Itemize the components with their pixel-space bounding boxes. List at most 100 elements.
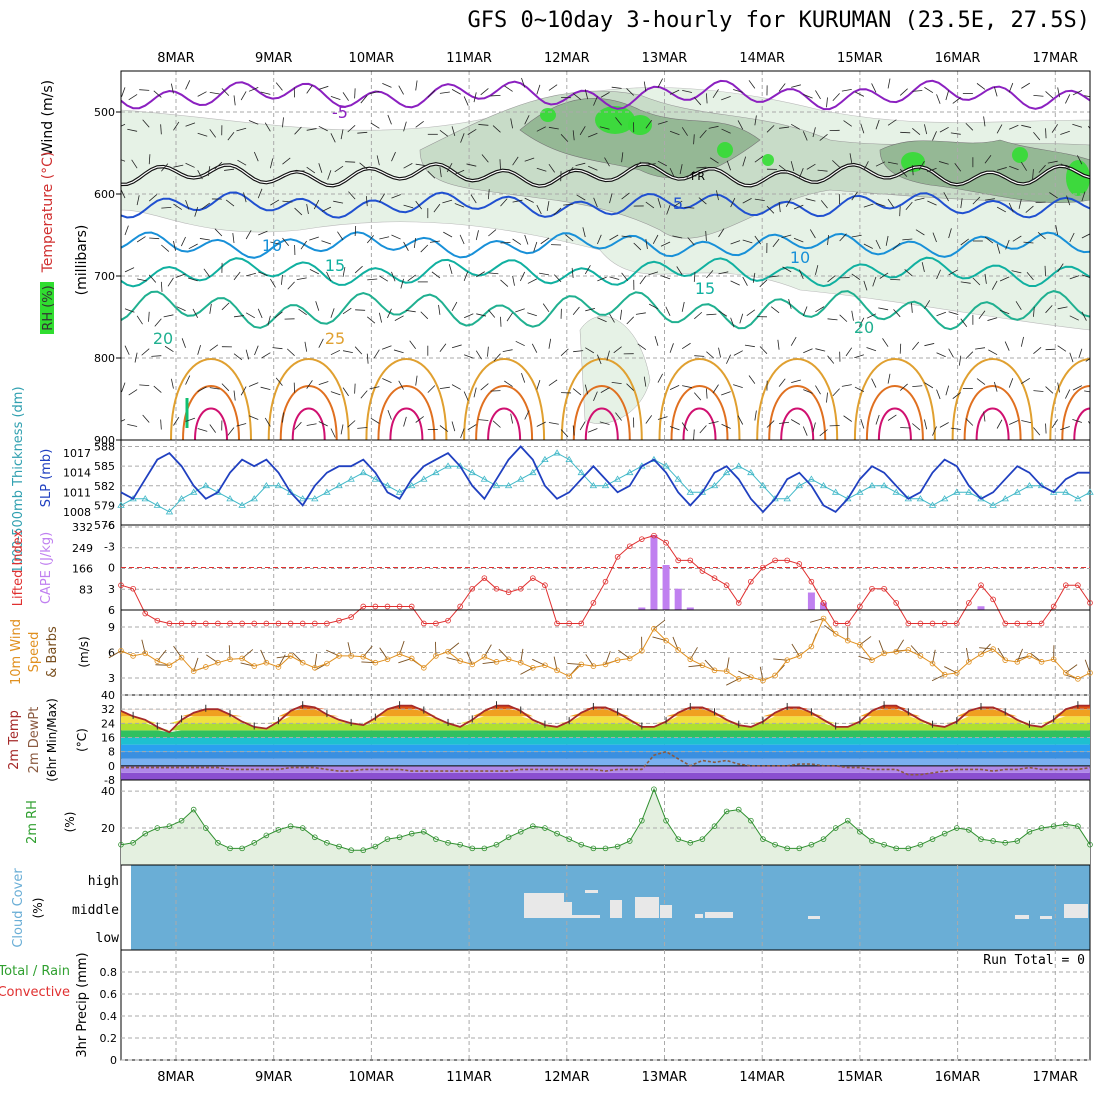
wind10-line-marker [832, 630, 839, 637]
wind-barb [148, 194, 158, 202]
wind-barb [403, 121, 407, 132]
wind-barb [224, 168, 235, 171]
li-line-marker [142, 610, 149, 617]
wind-barb [827, 275, 836, 283]
wind-barb [366, 353, 369, 364]
wind-barb [839, 314, 848, 322]
wind-barb [524, 410, 530, 420]
li-line-marker [372, 603, 379, 610]
wind-barb [809, 229, 816, 239]
rh-line-marker [542, 825, 548, 831]
li-line-marker [130, 585, 136, 592]
cloud-level-label: low [96, 931, 120, 946]
thickness-line-marker [1013, 488, 1022, 495]
wind-barb [705, 230, 707, 242]
wind-barb [473, 92, 477, 103]
wind-barb [467, 424, 477, 431]
wind-barb [718, 228, 725, 238]
isotherm-warm-lobe [170, 358, 252, 440]
wind-barb [127, 128, 138, 132]
wind-barb [553, 274, 562, 283]
li-line-marker [1075, 582, 1081, 589]
wind10-line-marker [626, 655, 633, 662]
wind-barb [851, 191, 858, 201]
date-label-top: 17MAR [1032, 51, 1078, 66]
wind-barb [149, 237, 160, 240]
wind-barb [927, 167, 937, 173]
wind10-line-marker [348, 653, 354, 659]
wind10-line-marker [239, 655, 245, 662]
wind10-line-marker [578, 661, 585, 668]
wind-barb [706, 93, 708, 104]
wind-barb [737, 415, 744, 425]
li-line-marker [554, 620, 560, 627]
li-line-marker [505, 589, 512, 596]
thickness-line-marker [517, 475, 525, 482]
wind-barb [693, 429, 695, 440]
wind-barb [832, 160, 840, 168]
wind10-line-marker [287, 653, 294, 659]
precip-ytick-label: 0.4 [100, 1010, 118, 1023]
wind-barb [463, 391, 469, 401]
wind-barb [912, 385, 923, 387]
rh-line-marker [251, 840, 258, 846]
wind-barb [746, 309, 756, 317]
wind-barb [584, 89, 589, 100]
li-line-marker [421, 620, 427, 627]
chart-title: GFS 0~10day 3-hourly for KURUMAN (23.5E,… [467, 8, 1090, 33]
li-line-marker [384, 603, 391, 610]
upper-ytick-label: 800 [94, 352, 115, 365]
wind-barb [270, 241, 281, 245]
li-line-marker [178, 620, 185, 627]
wind-barb [236, 127, 247, 132]
wind-barb [197, 91, 207, 97]
wind-barb [379, 193, 386, 203]
wind-barb [875, 119, 880, 130]
wind-barb [779, 421, 790, 424]
wind-barb [1072, 90, 1083, 96]
wind-barb [536, 204, 542, 215]
rh-line-marker [481, 845, 488, 852]
wind-barb [1045, 305, 1053, 314]
cape-ytick-label: 166 [72, 563, 93, 576]
thickness-line-marker [674, 475, 682, 482]
wind-barb [492, 125, 501, 133]
wind10-line-marker [735, 676, 742, 682]
wind-barb [502, 349, 513, 353]
wind-barb [652, 234, 659, 245]
isotherm-warm-lobe [780, 407, 815, 440]
wind-barb [635, 312, 646, 315]
wind-barb [827, 235, 829, 246]
thickness-line-marker [153, 501, 162, 508]
wind-barb [286, 348, 295, 356]
wind-barb [366, 235, 374, 244]
date-axis-top: 8MAR 9MAR 10MAR 11MAR 12MAR 13MAR 14MAR 15MAR 16… [157, 51, 1078, 66]
wind-barb [492, 420, 501, 428]
wind-barb [721, 96, 731, 101]
wind10-line-marker [457, 658, 463, 664]
rh-line-marker [1002, 840, 1009, 846]
wind-barb [382, 378, 392, 383]
wind-barb [676, 266, 683, 276]
wind10-line-marker [651, 625, 657, 632]
wind-barb [315, 301, 320, 311]
cloud-level-label: middle [72, 903, 119, 918]
wind-barb [357, 427, 368, 429]
rh-line-marker [372, 843, 379, 850]
li-ytick-label: -3 [104, 540, 115, 553]
wind-barb [845, 347, 853, 357]
wind-barb [233, 95, 236, 106]
wind-barb [812, 422, 816, 433]
wind-barb [321, 206, 332, 212]
wind-barb [1078, 348, 1083, 359]
cloud-level-label: high [88, 874, 119, 889]
wind-barb [248, 415, 259, 420]
isotherm-warm-lobe [1049, 358, 1090, 440]
wind10-line-marker [311, 664, 318, 671]
rh-line-marker [881, 841, 887, 848]
slp-ytick-label: 1011 [63, 486, 91, 499]
thickness-line-marker [819, 481, 828, 489]
wind-barb [983, 116, 986, 127]
wind-barb [527, 312, 537, 317]
wind-barb [999, 276, 1010, 282]
